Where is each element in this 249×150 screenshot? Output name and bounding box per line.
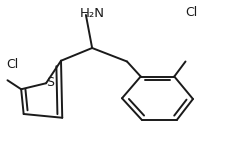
Text: H₂N: H₂N — [80, 7, 105, 20]
Text: Cl: Cl — [186, 6, 198, 18]
Text: S: S — [47, 76, 55, 89]
Text: Cl: Cl — [6, 58, 19, 71]
